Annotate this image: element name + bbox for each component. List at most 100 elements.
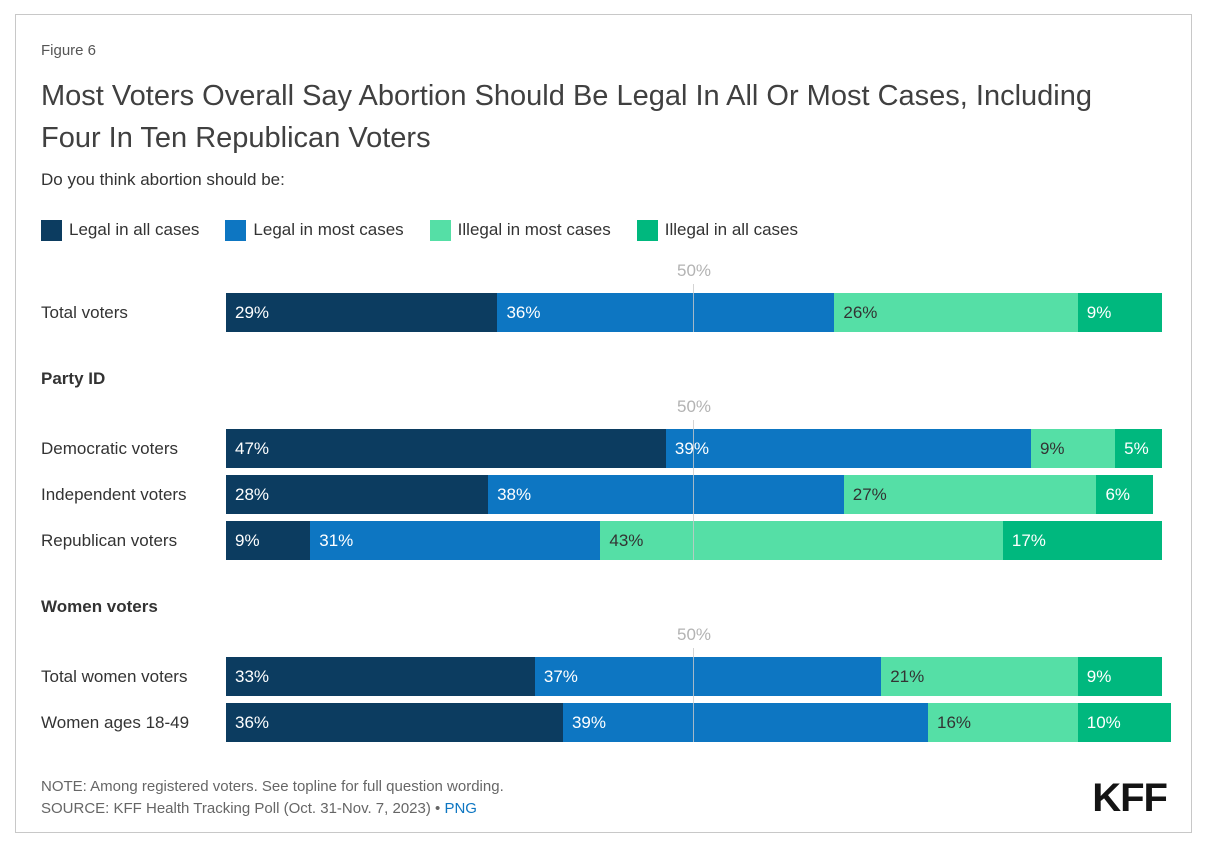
segment-value-label: 9% — [1086, 302, 1112, 322]
bar-segment: 9% — [1030, 429, 1116, 468]
axis-gridline — [693, 284, 694, 332]
stacked-bar: 9% 31% 43% 17% — [226, 521, 1162, 560]
row-label: Total voters — [41, 302, 128, 322]
bar-segment: 43% — [600, 521, 1003, 560]
axis-gridline-label: 50% — [676, 397, 712, 416]
segment-value-label: 29% — [235, 302, 270, 322]
figure-card: Figure 6 Most Voters Overall Say Abortio… — [15, 14, 1192, 833]
segment-value-label: 36% — [506, 302, 541, 322]
bar-segment: 16% — [927, 703, 1078, 742]
segment-value-label: 47% — [235, 438, 270, 458]
bar-segment: 21% — [881, 657, 1078, 696]
png-download-link[interactable]: PNG — [444, 800, 477, 817]
row-label: Independent voters — [41, 484, 187, 504]
bar-group: 50% Total women voters 33% 37% 21% 9% Women ag… — [41, 625, 1172, 742]
bar-segment: 36% — [226, 703, 563, 742]
segment-value-label: 39% — [674, 438, 709, 458]
stacked-bar: 29% 36% 26% 9% — [226, 293, 1162, 332]
bar-segment: 39% — [562, 703, 928, 742]
bar-segment: 10% — [1077, 703, 1172, 742]
legend-swatch-icon — [41, 219, 62, 241]
axis-gridline-label: 50% — [676, 625, 712, 644]
bar-row: Republican voters 9% 31% 43% 17% — [41, 521, 1167, 560]
row-label: Total women voters — [41, 666, 188, 686]
bar-segment: 27% — [843, 475, 1097, 514]
bar-segment: 5% — [1115, 429, 1162, 468]
bar-segment: 9% — [226, 521, 311, 560]
segment-value-label: 31% — [319, 530, 354, 550]
segment-value-label: 17% — [1011, 530, 1046, 550]
bar-segment: 9% — [1077, 293, 1162, 332]
segment-value-label: 39% — [571, 712, 606, 732]
legend-item: Legal in most cases — [225, 219, 404, 241]
row-label: Women ages 18-49 — [41, 712, 190, 732]
segment-value-label: 9% — [1039, 438, 1065, 458]
segment-value-label: 10% — [1086, 712, 1121, 732]
row-label: Republican voters — [41, 530, 178, 550]
segment-value-label: 33% — [235, 666, 270, 686]
bar-segment: 26% — [834, 293, 1078, 332]
row-label: Democratic voters — [41, 438, 178, 458]
footer: NOTE: Among registered voters. See topli… — [41, 776, 1168, 820]
footer-source-text: SOURCE: KFF Health Tracking Poll (Oct. 3… — [41, 800, 445, 817]
axis-gridline-label: 50% — [676, 261, 712, 280]
bar-segment: 37% — [534, 657, 882, 696]
legend-item: Illegal in most cases — [429, 219, 611, 241]
segment-value-label: 26% — [843, 302, 878, 322]
group-header: Party ID — [41, 369, 106, 388]
legend-swatch-icon — [225, 219, 247, 241]
legend-label: Illegal in all cases — [664, 220, 798, 239]
segment-value-label: 36% — [235, 712, 270, 732]
legend-swatch-icon — [429, 219, 451, 241]
bar-row: Total women voters 33% 37% 21% 9% — [41, 657, 1167, 696]
legend: Legal in all cases Legal in most cases Ill… — [41, 219, 1167, 241]
figure-label: Figure 6 — [41, 42, 97, 59]
bar-group: 50% Democratic voters 47% 39% 9% 5% Independen… — [41, 397, 1167, 560]
bar-row: Democratic voters 47% 39% 9% 5% — [41, 429, 1167, 468]
bar-segment: 6% — [1096, 475, 1153, 514]
group-header: Women voters — [41, 597, 158, 616]
bar-segment: 39% — [665, 429, 1031, 468]
bar-segment: 36% — [497, 293, 835, 332]
footer-source: SOURCE: KFF Health Tracking Poll (Oct. 3… — [41, 798, 1167, 820]
legend-swatch-icon — [636, 219, 658, 241]
legend-item: Illegal in all cases — [636, 219, 798, 241]
chart-subtitle: Do you think abortion should be: — [41, 170, 285, 189]
legend-label: Illegal in most cases — [457, 220, 611, 239]
stacked-bar: 33% 37% 21% 9% — [226, 657, 1162, 696]
segment-value-label: 9% — [235, 530, 260, 550]
bar-group: 50% Total voters 29% 36% 26% 9% — [41, 261, 1167, 332]
segment-value-label: 38% — [497, 484, 532, 504]
bar-row: Independent voters 28% 38% 27% 6% — [41, 475, 1167, 514]
segment-value-label: 6% — [1105, 484, 1131, 504]
chart: 50% Total voters 29% 36% 26% 9% Party ID 50% Dem… — [41, 261, 1172, 742]
bar-segment: 17% — [1002, 521, 1162, 560]
segment-value-label: 27% — [852, 484, 887, 504]
stacked-bar: 47% 39% 9% 5% — [226, 429, 1162, 468]
bar-segment: 33% — [226, 657, 535, 696]
segment-value-label: 16% — [936, 712, 972, 732]
bar-segment: 38% — [488, 475, 844, 514]
bar-segment: 9% — [1077, 657, 1162, 696]
bar-segment: 29% — [226, 293, 498, 332]
bar-row: Women ages 18-49 36% 39% 16% 10% — [41, 703, 1172, 742]
legend-item: Legal in all cases — [41, 219, 200, 241]
chart-title: Most Voters Overall Say Abortion Should … — [41, 80, 1092, 154]
segment-value-label: 28% — [235, 484, 270, 504]
segment-value-label: 9% — [1086, 666, 1112, 686]
stacked-bar: 36% 39% 16% 10% — [226, 703, 1172, 742]
legend-label: Legal in all cases — [69, 220, 200, 239]
stacked-bar: 28% 38% 27% 6% — [226, 475, 1162, 514]
bar-row: Total voters 29% 36% 26% 9% — [41, 293, 1167, 332]
bar-segment: 47% — [226, 429, 666, 468]
bar-segment: 31% — [310, 521, 601, 560]
bar-segment: 28% — [226, 475, 489, 514]
segment-value-label: 43% — [609, 530, 644, 550]
footer-note: NOTE: Among registered voters. See topli… — [41, 778, 504, 795]
kff-logo: KFF — [1092, 776, 1168, 820]
segment-value-label: 37% — [543, 666, 578, 686]
segment-value-label: 5% — [1124, 438, 1149, 458]
legend-label: Legal in most cases — [253, 220, 404, 239]
segment-value-label: 21% — [890, 666, 925, 686]
axis-gridline — [693, 648, 694, 742]
